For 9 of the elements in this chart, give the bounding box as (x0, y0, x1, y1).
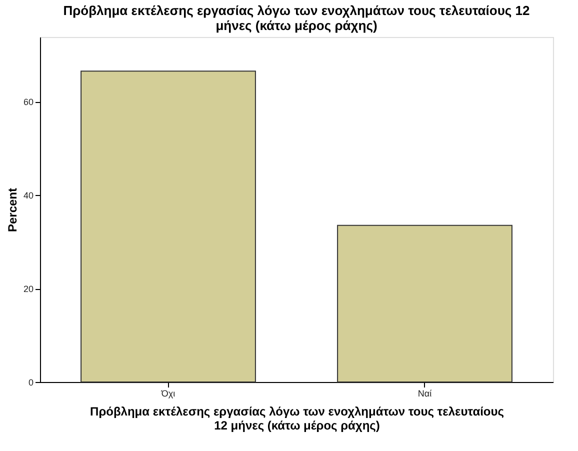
y-tick-label: 20 (23, 284, 34, 294)
x-axis-title: Πρόβλημα εκτέλεσης εργασίας λόγω των ενοχλημάτων τους τελευταίους 12 μήνες (κάτω μέρος ράχης) (90, 404, 504, 432)
y-tick-label: 40 (23, 190, 34, 201)
x-tick-label: Ναί (418, 388, 432, 398)
chart-title: Πρόβλημα εκτέλεσης εργασίας λόγω των ενοχλημάτων τους τελευταίους 12 μήνες (κάτω μέρος ράχης) (63, 3, 530, 33)
y-tick-label: 60 (23, 97, 34, 108)
y-axis-title: Percent (5, 188, 20, 232)
y-tick-label: 0 (28, 378, 34, 388)
x-tick-label: Όχι (160, 388, 176, 398)
